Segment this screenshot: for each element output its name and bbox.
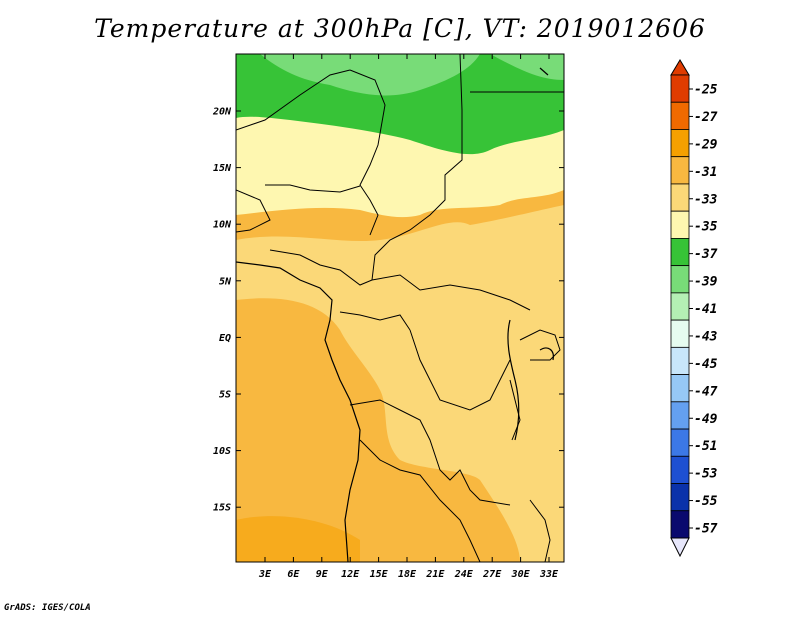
- lon-tick-label: 15E: [370, 569, 389, 580]
- lat-tick-label: EQ: [219, 333, 231, 344]
- lon-tick-label: 12E: [341, 569, 360, 580]
- colorbar-swatch: [670, 374, 690, 403]
- colorbar-label: -37: [694, 247, 718, 262]
- colorbar-label: -57: [694, 522, 718, 537]
- colorbar-swatch: [670, 265, 690, 294]
- longitude-axis: 3E 6E 9E 12E 15E 18E 21E 24E 27E 30E 33E: [258, 54, 559, 580]
- lon-tick-label: 21E: [425, 569, 445, 580]
- colorbar-swatch: [670, 483, 690, 512]
- colorbar-swatch: [670, 74, 690, 103]
- colorbar-label: -35: [694, 220, 718, 235]
- colorbar-label: -25: [694, 83, 718, 98]
- temperature-field: [236, 54, 564, 562]
- country-borders: [236, 54, 564, 562]
- colorbar-swatch: [670, 428, 690, 457]
- grads-credit: GrADS: IGES/COLA: [4, 603, 91, 613]
- lat-tick-label: 5N: [219, 276, 232, 287]
- colorbar-label: -39: [694, 275, 718, 290]
- colorbar-swatch: [670, 319, 690, 348]
- colorbar-label: -33: [694, 192, 718, 207]
- lon-tick-label: 30E: [511, 569, 531, 580]
- lon-tick-label: 18E: [398, 569, 417, 580]
- colorbar-label: -45: [694, 357, 718, 372]
- lat-tick-label: 15S: [213, 503, 231, 514]
- lat-tick-label: 20N: [212, 107, 232, 118]
- lon-tick-label: 9E: [316, 569, 329, 580]
- colorbar-swatch: [670, 238, 690, 267]
- map-frame: [235, 53, 565, 563]
- colorbar-swatch: [670, 101, 690, 130]
- lat-tick-label: 10S: [213, 446, 231, 457]
- colorbar-top-tip: [670, 59, 690, 76]
- lat-tick-label: 10N: [213, 220, 232, 231]
- colorbar-label: -43: [694, 329, 718, 344]
- colorbar-label: -51: [694, 439, 717, 454]
- colorbar-swatch: [670, 455, 690, 484]
- lat-tick-label: 15N: [213, 163, 232, 174]
- colorbar-swatch: [670, 292, 690, 321]
- map-title: Temperature at 300hPa [C], VT: 201901260…: [94, 14, 706, 43]
- colorbar-bottom-tip: [670, 537, 690, 558]
- colorbar-swatch: [670, 510, 690, 539]
- colorbar-swatch: [670, 346, 690, 375]
- colorbar-swatch: [670, 210, 690, 239]
- colorbar-swatch: [670, 129, 690, 158]
- lon-tick-label: 3E: [258, 569, 272, 580]
- colorbar-label: -41: [694, 302, 717, 317]
- latitude-axis: 20N 15N 10N 5N EQ 5S 10S 15S: [212, 107, 564, 514]
- colorbar-label: -49: [694, 412, 718, 427]
- colorbar-label: -53: [694, 467, 718, 482]
- colorbar-label: -47: [694, 384, 718, 399]
- colorbar-swatch: [670, 183, 690, 212]
- coastlines: [236, 67, 554, 562]
- lon-tick-label: 33E: [539, 569, 559, 580]
- colorbar-swatch: [670, 156, 690, 185]
- colorbar-label: -29: [694, 137, 718, 152]
- colorbar-swatch: [670, 401, 690, 430]
- colorbar: -25 -27 -29 -31 -33 -35 -37 -39 -41 -43 -45 -47 -49 -…: [670, 59, 718, 558]
- colorbar-label: -55: [694, 494, 718, 509]
- lon-tick-label: 27E: [482, 569, 502, 580]
- lat-tick-label: 5S: [219, 390, 231, 401]
- colorbar-label: -27: [694, 110, 718, 125]
- lon-tick-label: 6E: [287, 569, 300, 580]
- colorbar-label: -31: [694, 165, 717, 180]
- lon-tick-label: 24E: [454, 569, 474, 580]
